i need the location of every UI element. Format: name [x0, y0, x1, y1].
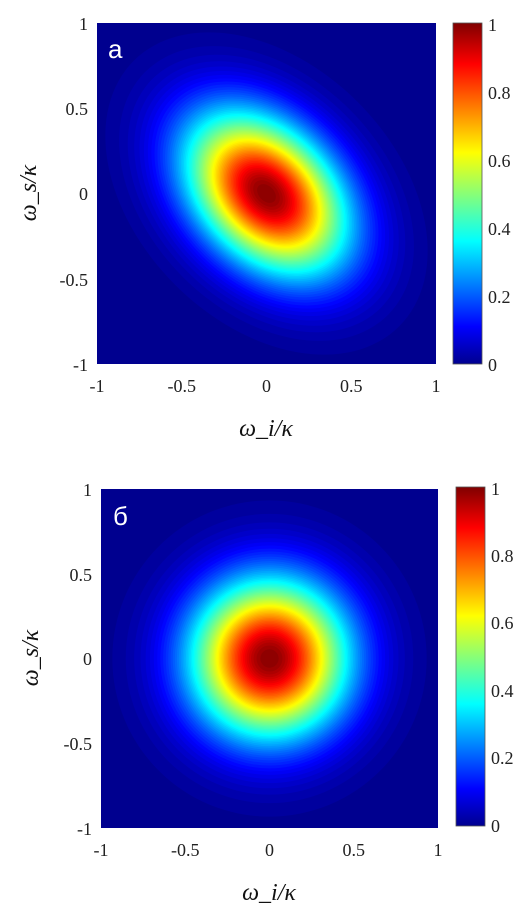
y-tick-label: 0 [79, 184, 88, 204]
colorbar-tick-label: 1 [488, 15, 497, 35]
colorbar-tick-label: 0 [491, 816, 500, 836]
heatmap-contours [105, 32, 428, 355]
colorbar-tick-label: 0.8 [491, 546, 514, 566]
colorbar-tick-label: 0.6 [488, 151, 511, 171]
x-tick-labels: -1 -0.5 0 0.5 1 [94, 840, 443, 860]
y-tick-label: 0.5 [66, 99, 89, 119]
colorbar [453, 23, 482, 364]
colorbar-tick-label: 0.2 [488, 287, 511, 307]
colorbar-tick-label: 0.8 [488, 83, 511, 103]
colorbar-frame [455, 486, 486, 827]
heatmap-chart-a: -1 -0.5 0 0.5 1 1 0.5 0 -0.5 -1 ω_i/κ ω_… [16, 14, 511, 442]
x-tick-label: -1 [94, 840, 109, 860]
x-tick-label: 0.5 [343, 840, 366, 860]
colorbar-tick-label: 0.4 [491, 681, 514, 701]
x-axis-label: ω_i/κ [242, 880, 296, 906]
y-tick-label: 0 [83, 649, 92, 669]
heatmap-level [257, 184, 276, 203]
heatmap-chart-b: -1 -0.5 0 0.5 1 1 0.5 0 -0.5 -1 ω_i/κ ω_… [18, 479, 514, 906]
colorbar-tick-labels: 1 0.8 0.6 0.4 0.2 0 [488, 15, 511, 375]
y-tick-labels: 1 0.5 0 -0.5 -1 [60, 14, 89, 375]
heatmap-panel-a: -1 -0.5 0 0.5 1 1 0.5 0 -0.5 -1 ω_i/κ ω_… [16, 14, 511, 442]
y-tick-label: -0.5 [60, 270, 89, 290]
colorbar-tick-label: 0.4 [488, 219, 511, 239]
heatmap-contours [112, 500, 427, 817]
colorbar [456, 487, 485, 826]
x-tick-label: -0.5 [171, 840, 200, 860]
heatmap-area [101, 489, 438, 828]
x-tick-labels: -1 -0.5 0 0.5 1 [90, 376, 441, 396]
x-tick-label: 0.5 [340, 376, 363, 396]
x-tick-label: -1 [90, 376, 105, 396]
colorbar-tick-label: 0.2 [491, 748, 514, 768]
x-axis-label: ω_i/κ [239, 416, 293, 442]
y-axis-label: ω_s/κ [16, 164, 42, 221]
heatmap-panel-b: -1 -0.5 0 0.5 1 1 0.5 0 -0.5 -1 ω_i/κ ω_… [0, 459, 528, 918]
y-tick-label: 1 [79, 14, 88, 34]
heatmap-area [97, 23, 436, 364]
y-tick-label: -1 [77, 819, 92, 839]
colorbar-frame [452, 22, 483, 365]
y-tick-label: -1 [73, 355, 88, 375]
y-tick-label: 0.5 [70, 565, 93, 585]
panel-label: а [108, 34, 123, 64]
colorbar-tick-label: 0.6 [491, 613, 514, 633]
colorbar-tick-label: 0 [488, 355, 497, 375]
x-tick-label: 0 [265, 840, 274, 860]
x-tick-label: -0.5 [168, 376, 197, 396]
colorbar-tick-label: 1 [491, 479, 500, 499]
x-tick-label: 0 [262, 376, 271, 396]
x-tick-label: 1 [434, 840, 443, 860]
y-tick-label: -0.5 [64, 734, 93, 754]
colorbar-tick-labels: 1 0.8 0.6 0.4 0.2 0 [491, 479, 514, 836]
y-tick-labels: 1 0.5 0 -0.5 -1 [64, 480, 93, 839]
y-axis-label: ω_s/κ [18, 629, 44, 686]
panel-label: б [113, 501, 128, 531]
x-tick-label: 1 [432, 376, 441, 396]
y-tick-label: 1 [83, 480, 92, 500]
heatmap-level [260, 649, 279, 668]
